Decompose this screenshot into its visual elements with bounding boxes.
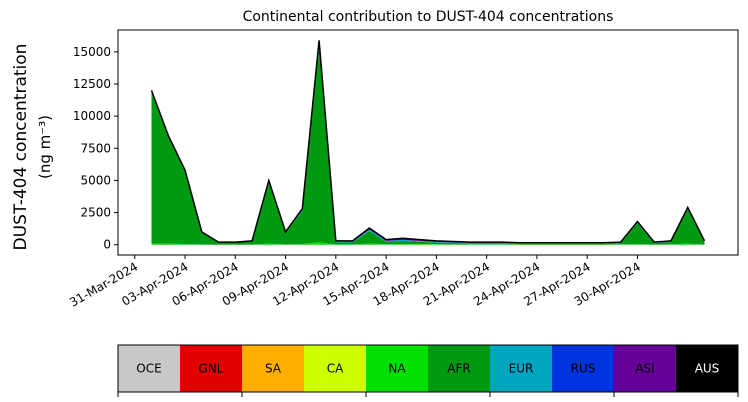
legend-swatch xyxy=(304,345,366,392)
y-tick-label: 0 xyxy=(103,238,111,252)
legend-label: AFR xyxy=(447,362,470,376)
legend-label: CA xyxy=(327,362,344,376)
area xyxy=(151,44,705,244)
legend-label: EUR xyxy=(509,362,534,376)
legend-swatch xyxy=(366,345,428,392)
y-tick-label: 12500 xyxy=(73,77,111,91)
legend-swatch xyxy=(242,345,304,392)
area xyxy=(151,44,705,244)
area xyxy=(151,242,705,245)
legend-label: SA xyxy=(265,362,282,376)
y-axis-label: (ng m⁻³) xyxy=(36,115,54,179)
chart-title: Continental contribution to DUST-404 con… xyxy=(243,9,614,25)
legend-swatch xyxy=(428,345,490,392)
legend-frame xyxy=(117,344,739,393)
legend-swatch xyxy=(180,345,242,392)
legend-swatch xyxy=(676,345,738,392)
y-tick-label: 2500 xyxy=(80,206,111,220)
plot-frame xyxy=(117,29,739,256)
legend-label: NA xyxy=(388,362,406,376)
legend-label: AUS xyxy=(695,362,720,376)
legend-swatch xyxy=(118,345,180,392)
legend-label: OCE xyxy=(136,362,161,376)
legend-label: GNL xyxy=(199,362,224,376)
y-tick-label: 10000 xyxy=(73,109,111,123)
area xyxy=(151,40,705,244)
legend-swatch xyxy=(490,345,552,392)
area xyxy=(151,46,705,245)
legend-label: RUS xyxy=(571,362,596,376)
area xyxy=(150,40,706,244)
y-tick-label: 5000 xyxy=(80,173,111,187)
y-axis-label: DUST-404 concentration xyxy=(11,44,31,251)
legend-label: ASI xyxy=(635,362,654,376)
legend-swatch xyxy=(552,345,614,392)
legend-swatch xyxy=(614,345,676,392)
y-tick-label: 7500 xyxy=(80,141,111,155)
y-tick-label: 15000 xyxy=(73,45,111,59)
